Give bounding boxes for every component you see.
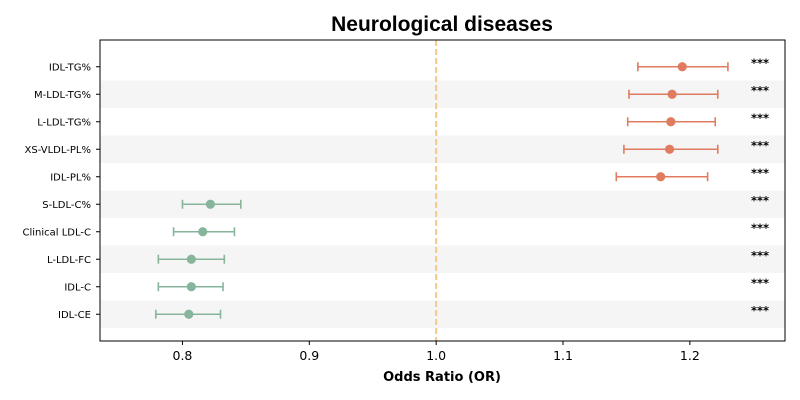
x-tick-label: 1.2 (680, 348, 700, 363)
y-tick-label: S-LDL-C% (42, 200, 91, 211)
x-tick-label: 1.0 (426, 348, 446, 363)
or-point (666, 117, 676, 127)
data-row: *** (615, 166, 769, 182)
significance-label: *** (751, 56, 769, 70)
x-tick-label: 1.1 (553, 348, 573, 363)
significance-label: *** (751, 248, 769, 262)
x-tick-label: 0.9 (299, 348, 319, 363)
significance-label: *** (751, 138, 769, 152)
data-row: *** (172, 221, 769, 237)
data-row: *** (628, 83, 769, 99)
or-point (664, 144, 675, 154)
data-row: *** (181, 193, 769, 209)
y-tick-label: M-LDL-TG% (34, 90, 91, 101)
data-row: *** (637, 56, 769, 72)
significance-label: *** (751, 83, 769, 97)
x-axis: 0.8 0.9 1.0 1.1 1.2 (173, 341, 700, 363)
data-row: *** (623, 138, 769, 154)
or-point (186, 282, 196, 292)
data-row: *** (157, 276, 769, 292)
significance-label: *** (751, 193, 769, 207)
or-point (184, 309, 194, 319)
data-rows: *** *** *** *** *** *** *** *** *** *** (155, 56, 769, 319)
data-row: *** (155, 303, 769, 319)
plot-frame (99, 39, 786, 342)
x-axis-label: Odds Ratio (OR) (383, 370, 501, 385)
y-axis: IDL-TG% M-LDL-TG% L-LDL-TG% XS-VLDL-PL% IDL-… (23, 62, 100, 321)
significance-label: *** (751, 276, 769, 290)
y-tick-label: XS-VLDL-PL% (25, 145, 91, 156)
or-point (205, 199, 215, 209)
or-point (186, 254, 196, 264)
or-point (656, 172, 666, 182)
data-row: *** (157, 248, 769, 264)
x-tick-label: 0.8 (173, 348, 193, 363)
significance-label: *** (751, 111, 769, 125)
y-tick-label: IDL-PL% (50, 172, 91, 183)
y-tick-label: L-LDL-FC (47, 255, 91, 266)
y-tick-label: L-LDL-TG% (37, 117, 91, 128)
or-point (677, 62, 687, 72)
significance-label: *** (751, 303, 769, 317)
significance-label: *** (751, 221, 769, 235)
y-tick-label: IDL-C (64, 282, 91, 293)
significance-label: *** (751, 166, 769, 180)
or-point (198, 227, 208, 237)
y-tick-label: IDL-CE (58, 310, 91, 321)
chart-title: Neurological diseases (331, 13, 553, 36)
or-point (667, 89, 677, 99)
data-row: *** (626, 111, 769, 127)
y-tick-label: Clinical LDL-C (23, 227, 92, 238)
y-tick-label: IDL-TG% (49, 62, 91, 73)
